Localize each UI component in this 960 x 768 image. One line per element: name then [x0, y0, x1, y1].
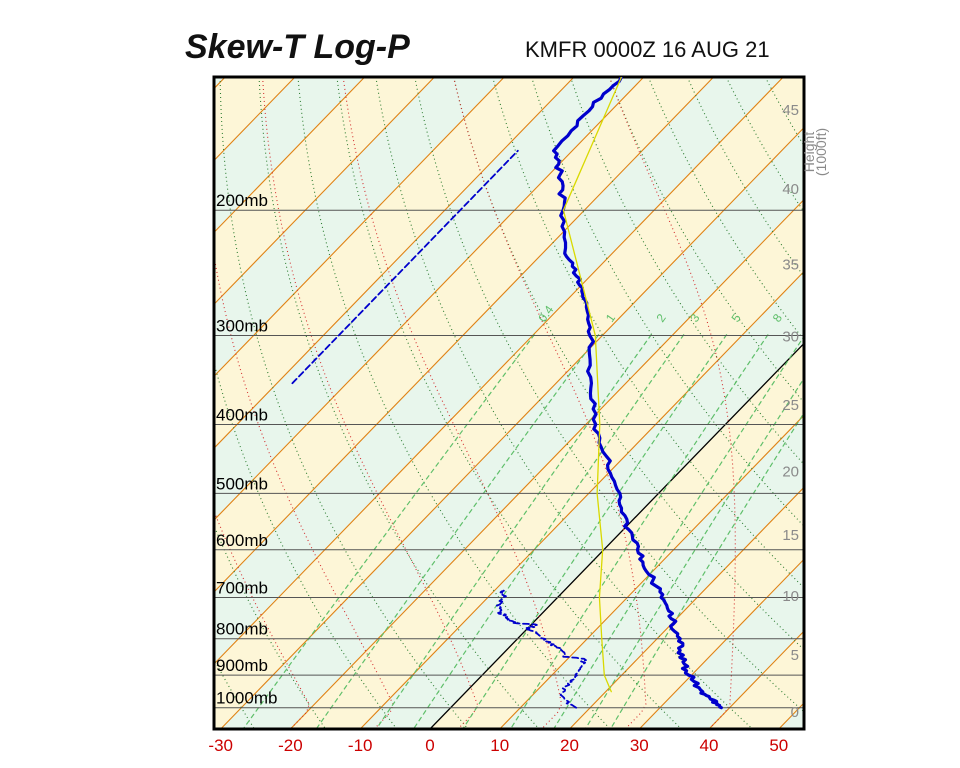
svg-text:200mb: 200mb	[216, 191, 268, 210]
svg-text:35: 35	[782, 256, 799, 273]
svg-text:-10: -10	[348, 736, 373, 755]
svg-text:30: 30	[782, 328, 799, 345]
svg-text:40: 40	[782, 181, 799, 198]
svg-text:900mb: 900mb	[216, 656, 268, 675]
svg-text:-20: -20	[278, 736, 303, 755]
svg-text:-30: -30	[208, 736, 233, 755]
svg-text:1000mb: 1000mb	[216, 689, 277, 708]
svg-text:10: 10	[782, 588, 799, 605]
svg-text:15: 15	[782, 527, 799, 544]
svg-text:25: 25	[782, 397, 799, 414]
svg-text:5: 5	[791, 647, 799, 664]
svg-text:50: 50	[769, 736, 788, 755]
svg-text:20: 20	[560, 736, 579, 755]
svg-text:20: 20	[782, 463, 799, 480]
svg-text:40: 40	[700, 736, 719, 755]
svg-text:10: 10	[490, 736, 509, 755]
svg-text:500mb: 500mb	[216, 474, 268, 493]
svg-text:45: 45	[782, 102, 799, 119]
svg-text:0: 0	[425, 736, 434, 755]
svg-text:30: 30	[630, 736, 649, 755]
svg-text:300mb: 300mb	[216, 317, 268, 336]
svg-text:(1000ft): (1000ft)	[813, 128, 829, 176]
svg-text:400mb: 400mb	[216, 406, 268, 425]
svg-text:800mb: 800mb	[216, 620, 268, 639]
svg-text:700mb: 700mb	[216, 579, 268, 598]
svg-text:600mb: 600mb	[216, 531, 268, 550]
svg-text:0: 0	[791, 704, 799, 721]
